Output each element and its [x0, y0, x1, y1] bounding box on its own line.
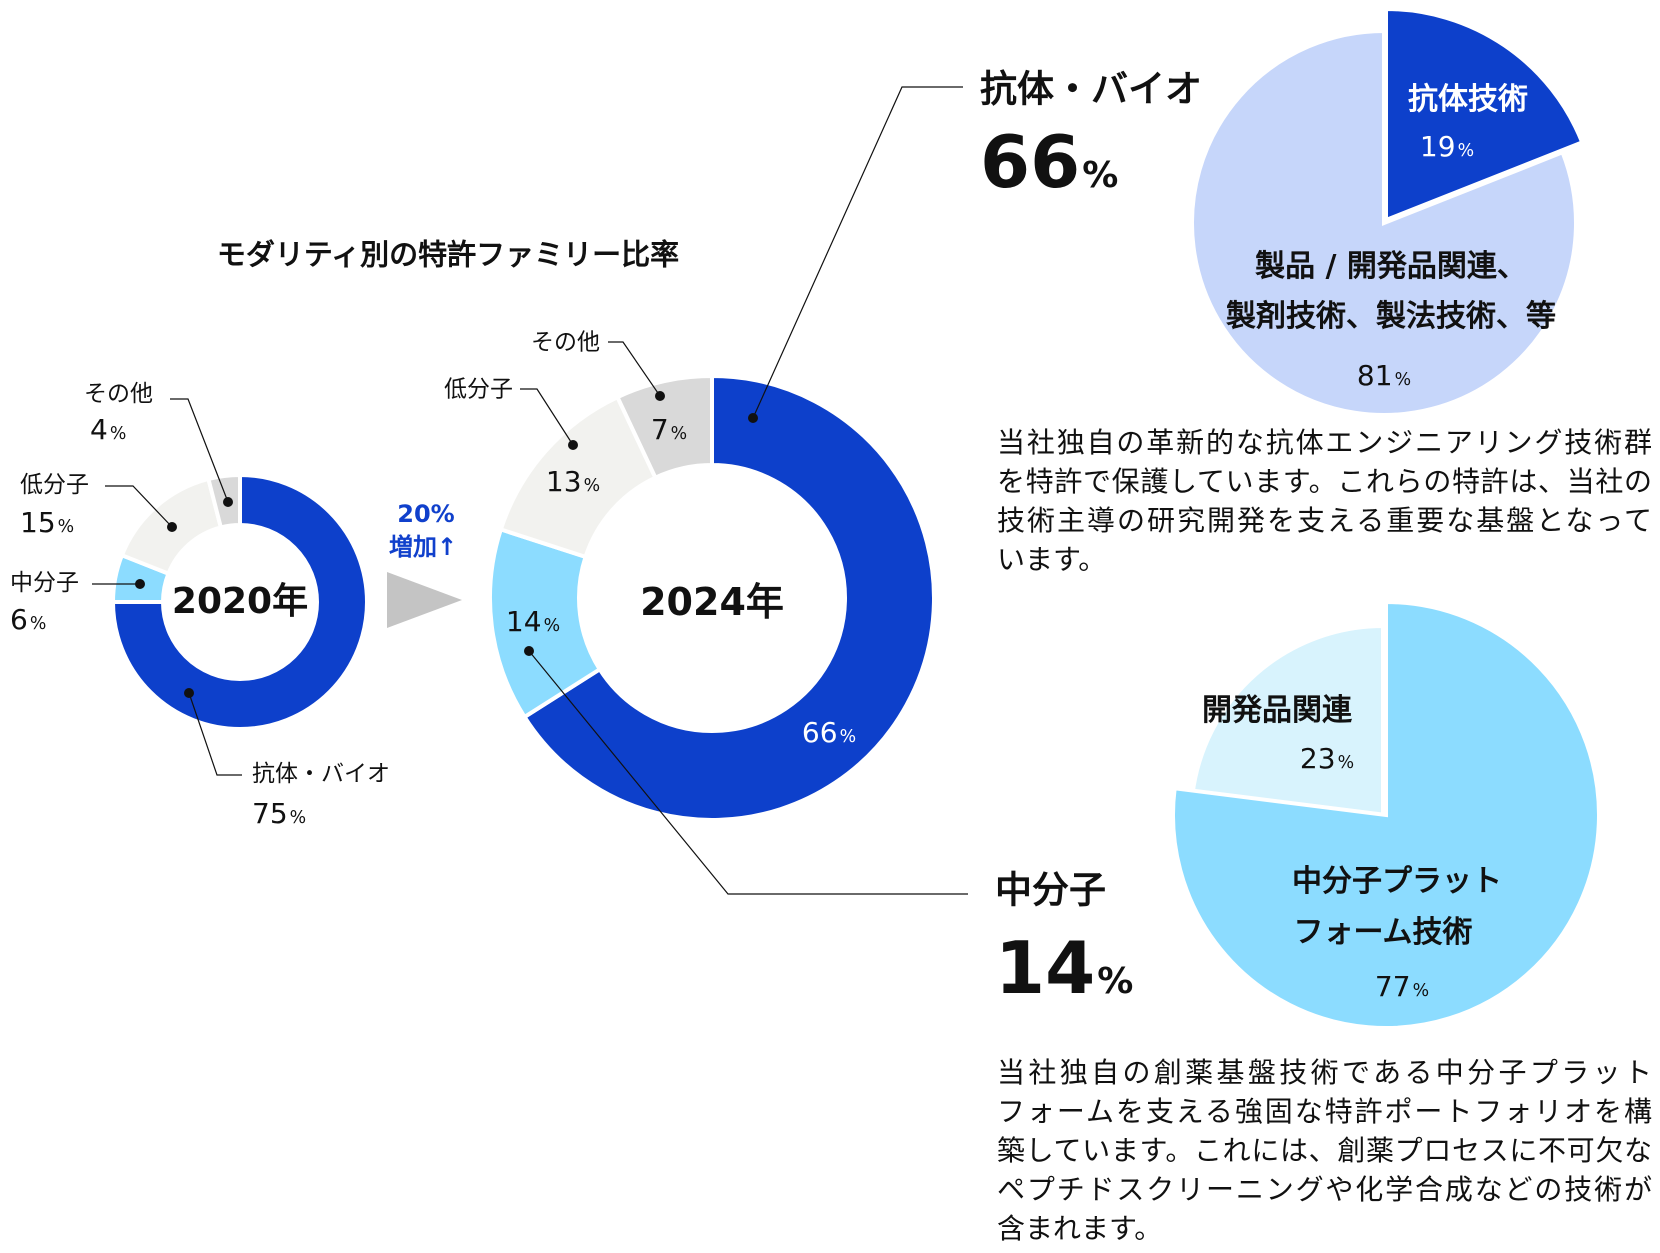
value-2024-antibody: 66% [802, 719, 856, 747]
percent-sign: % [543, 616, 561, 636]
label-antibody-rest-line2: 製剤技術、製法技術、等 [1226, 299, 1556, 334]
value-antibody-rest: 81% [1357, 362, 1411, 390]
middle-share: 14% [995, 932, 1133, 1004]
value-2024-other: 7% [651, 416, 687, 444]
dot-2024-other [655, 391, 665, 401]
label-antibody-tech: 抗体技術 [1408, 82, 1528, 117]
leader-2024-other [608, 341, 661, 397]
pie-middle-slice-platform [1171, 599, 1601, 1030]
percent-sign: % [1394, 370, 1412, 390]
percent-sign: % [29, 614, 47, 634]
percent-sign: % [670, 424, 688, 444]
value-number: 66 [980, 120, 1081, 204]
label-antibody-rest-line1: 製品 / 開発品関連、 [1255, 249, 1527, 284]
paragraph-line: を特許で保護しています。これらの特許は、当社の [997, 465, 1652, 498]
percent-sign: % [1097, 961, 1134, 1002]
donut-2024年-segment-antibody [521, 373, 936, 822]
paragraph-line: 当社独自の革新的な抗体エンジニアリング技術群 [997, 426, 1652, 459]
dot-2020-other [223, 497, 233, 507]
paragraph-line: 築しています。これには、創薬プロセスに不可欠な [997, 1134, 1652, 1167]
label-2024-other: その他 [531, 329, 600, 356]
middle-title: 中分子 [995, 868, 1106, 912]
value-middle-dev: 23% [1300, 745, 1354, 773]
leader-2020-small [105, 485, 173, 528]
middle-description: 当社独自の創薬基盤技術である中分子プラット フォームを支える強固な特許ポートフォ… [997, 1053, 1652, 1248]
label-middle-dev: 開発品関連 [1202, 693, 1352, 728]
pie-antibody-slice-tech [1384, 6, 1585, 223]
label-2024-small: 低分子 [444, 376, 513, 403]
paragraph-line: います。 [997, 543, 1107, 576]
value-number: 23 [1299, 742, 1336, 775]
value-number: 19 [1419, 130, 1456, 163]
value-2020-middle: 6% [10, 606, 46, 634]
dot-2020-antibody [184, 688, 194, 698]
percent-sign: % [109, 424, 127, 444]
percent-sign: % [839, 727, 857, 747]
value-number: 81 [1356, 359, 1393, 392]
leader-2024-middle [528, 650, 968, 895]
leader-2024-small [520, 388, 574, 446]
antibody-title: 抗体・バイオ [980, 67, 1202, 111]
label-middle-platform-line2: フォーム技術 [1293, 915, 1473, 950]
value-antibody-tech: 19% [1420, 133, 1474, 161]
value-number: 15 [20, 506, 56, 539]
paragraph-line: ペプチドスクリーニングや化学合成などの技術が [997, 1173, 1652, 1206]
paragraph-line: 技術主導の研究開発を支える重要な基盤となって [997, 504, 1652, 537]
label-2020-antibody: 抗体・バイオ [252, 761, 390, 787]
dot-2024-small [568, 440, 578, 450]
value-number: 6 [10, 603, 28, 636]
chart-title: モダリティ別の特許ファミリー比率 [216, 237, 680, 272]
value-2020-other: 4% [90, 416, 126, 444]
value-number: 66 [801, 716, 838, 749]
value-number: 14 [505, 605, 542, 638]
value-2024-middle: 14% [506, 608, 560, 636]
leader-2024-antibody [752, 86, 963, 419]
value-number: 7 [650, 413, 669, 446]
donut-2020-center-label: 2020年 [171, 581, 309, 622]
percent-sign: % [1457, 141, 1475, 161]
percent-sign: % [583, 476, 601, 496]
pie-middle-slice-dev [1190, 623, 1385, 821]
increase-label: 増加↑ [388, 533, 458, 561]
percent-sign: % [1337, 753, 1355, 773]
donut-2024-center-label: 2024年 [640, 580, 784, 624]
value-number: 4 [90, 413, 108, 446]
value-2020-antibody: 75% [252, 800, 306, 828]
donut-2020年-segment-antibody [110, 472, 369, 731]
antibody-share: 66% [980, 126, 1118, 198]
arrow-right-icon [387, 572, 462, 628]
value-number: 14 [995, 926, 1096, 1010]
percent-sign: % [289, 808, 307, 828]
label-2020-small: 低分子 [20, 472, 89, 498]
paragraph-line: 含まれます。 [997, 1212, 1163, 1245]
label-2020-middle: 中分子 [10, 570, 79, 596]
leader-2020-other [170, 398, 229, 503]
percent-sign: % [57, 517, 75, 537]
value-2020-small: 15% [20, 509, 74, 537]
label-middle-platform-line1: 中分子プラット [1292, 864, 1502, 899]
value-2024-small: 13% [546, 468, 600, 496]
paragraph-line: 当社独自の創薬基盤技術である中分子プラット [997, 1056, 1652, 1089]
percent-sign: % [1082, 155, 1119, 196]
dot-2020-middle [135, 579, 145, 589]
percent-sign: % [1412, 981, 1430, 1001]
dot-2024-antibody [748, 413, 758, 423]
value-number: 75 [252, 797, 288, 830]
value-number: 13 [545, 465, 582, 498]
paragraph-line: フォームを支える強固な特許ポートフォリオを構 [997, 1095, 1652, 1128]
dot-2024-middle [524, 646, 534, 656]
antibody-description: 当社独自の革新的な抗体エンジニアリング技術群 を特許で保護しています。これらの特… [997, 423, 1652, 579]
dot-2020-small [167, 522, 177, 532]
value-number: 77 [1374, 970, 1411, 1003]
increase-value: 20% [397, 500, 455, 528]
value-middle-platform: 77% [1375, 973, 1429, 1001]
pie-antibody-slice-rest [1190, 28, 1578, 417]
label-2020-other: その他 [84, 381, 153, 407]
leader-2020-antibody [188, 692, 242, 776]
donut-2024年-segment-other [614, 373, 714, 481]
